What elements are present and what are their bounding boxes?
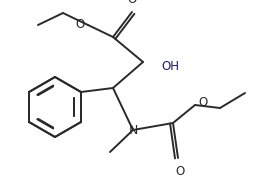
Text: OH: OH xyxy=(161,60,179,74)
Text: O: O xyxy=(175,165,185,178)
Text: N: N xyxy=(128,123,138,136)
Text: O: O xyxy=(127,0,137,6)
Text: O: O xyxy=(76,18,85,30)
Text: O: O xyxy=(198,97,207,109)
